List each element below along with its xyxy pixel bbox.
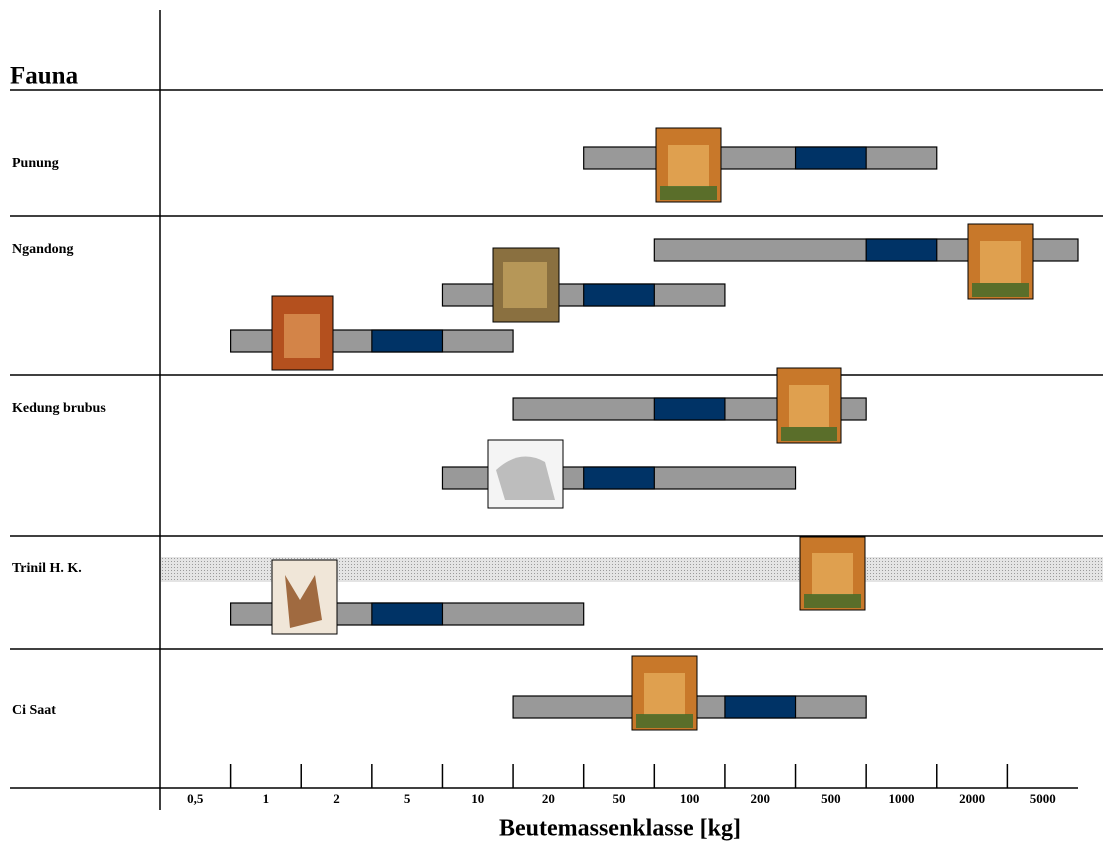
core-bar xyxy=(866,239,937,261)
x-tick-label: 2 xyxy=(333,791,340,806)
x-axis-title: Beutemassenklasse [kg] xyxy=(499,816,741,842)
core-bar xyxy=(654,398,725,420)
range-bar xyxy=(584,147,937,169)
row-label: Trinil H. K. xyxy=(12,561,82,576)
x-tick-label: 1 xyxy=(263,791,270,806)
tiger-picture xyxy=(632,656,697,730)
x-tick-label: 200 xyxy=(750,791,770,806)
x-tick-label: 1000 xyxy=(888,791,914,806)
x-tick-label: 0,5 xyxy=(187,791,204,806)
x-tick-label: 2000 xyxy=(959,791,985,806)
x-tick-label: 500 xyxy=(821,791,841,806)
x-tick-label: 20 xyxy=(542,791,555,806)
row-label: Kedung brubus xyxy=(12,401,106,416)
tiger-picture xyxy=(968,224,1033,299)
row-label: Punung xyxy=(12,156,59,171)
x-tick-label: 50 xyxy=(613,791,626,806)
animal-pictures xyxy=(272,128,1033,730)
core-bar xyxy=(796,147,867,169)
core-bar xyxy=(725,696,796,718)
dhole-picture xyxy=(272,560,337,634)
header: Fauna xyxy=(10,63,79,90)
row-label: Ngandong xyxy=(12,242,73,257)
tiger-picture xyxy=(777,368,841,443)
core-bar xyxy=(372,330,443,352)
row-label: Ci Saat xyxy=(12,703,56,718)
x-tick-label: 5 xyxy=(404,791,411,806)
hyena-picture xyxy=(488,440,563,508)
x-tick-label: 10 xyxy=(471,791,484,806)
x-tick-label: 100 xyxy=(680,791,700,806)
core-bar xyxy=(584,284,655,306)
chart: Fauna Beutemassenklasse [kg] 0,5 1 2 5 10 20 5… xyxy=(0,0,1103,843)
tiger-picture xyxy=(656,128,721,202)
core-bar xyxy=(584,467,655,489)
dhole-picture xyxy=(272,296,333,370)
core-bar xyxy=(372,603,443,625)
leopard-picture xyxy=(493,248,559,322)
tiger-picture xyxy=(800,537,865,610)
x-tick-label: 5000 xyxy=(1030,791,1056,806)
